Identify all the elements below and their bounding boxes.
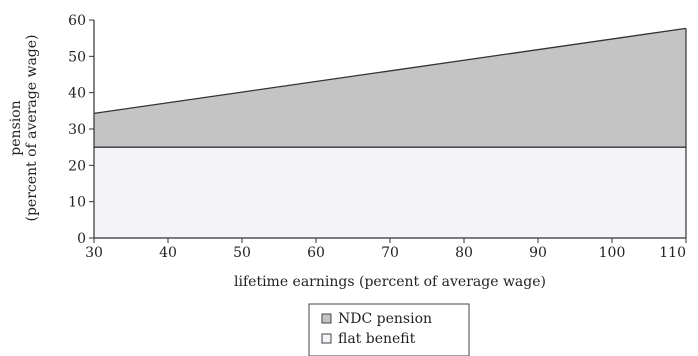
x-tick-label-60: 60	[307, 245, 325, 261]
legend-label-flat-benefit: flat benefit	[338, 331, 416, 347]
y-tick-label-10: 10	[68, 195, 86, 211]
legend: NDC pension flat benefit	[308, 303, 470, 356]
y-tick-label-60: 60	[68, 13, 86, 29]
x-tick-group: 30 40 50 60 70 80 90 100 110	[85, 238, 687, 261]
y-tick-group: 0 10 20 30 40 50 60	[68, 13, 94, 247]
legend-label-ndc-pension: NDC pension	[338, 311, 432, 327]
x-tick-label-80: 80	[455, 245, 473, 261]
x-tick-label-100: 100	[599, 245, 626, 261]
y-axis-title-line1: pension	[8, 100, 24, 155]
plot-areas	[93, 27, 687, 238]
y-tick-label-40: 40	[68, 86, 86, 102]
area-ndc-pension	[94, 28, 686, 148]
x-tick-label-70: 70	[381, 245, 399, 261]
x-tick-label-110: 110	[659, 245, 686, 261]
y-axis-title-line2: (percent of average wage)	[24, 35, 40, 222]
legend-box	[308, 303, 470, 356]
y-tick-label-30: 30	[68, 122, 86, 138]
y-tick-label-50: 50	[68, 49, 86, 65]
y-tick-label-0: 0	[77, 231, 86, 247]
legend-swatch-flat-benefit	[321, 333, 332, 344]
line-ndc-pension-top	[93, 27, 687, 115]
x-axis-title: lifetime earnings (percent of average wa…	[234, 274, 546, 290]
area-flat-benefit	[94, 147, 686, 238]
x-tick-label-30: 30	[85, 245, 103, 261]
x-tick-label-40: 40	[159, 245, 177, 261]
x-tick-label-90: 90	[529, 245, 547, 261]
legend-swatch-ndc-pension	[321, 313, 332, 324]
x-tick-label-50: 50	[233, 245, 251, 261]
y-tick-label-20: 20	[68, 158, 86, 174]
